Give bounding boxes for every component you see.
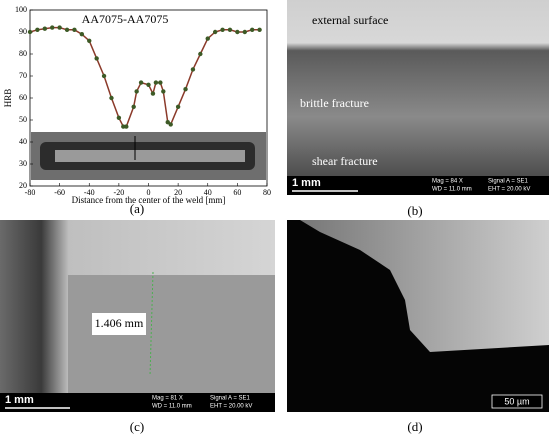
data-point (190, 67, 196, 72)
data-point (198, 51, 203, 57)
data-point (153, 80, 159, 85)
y-axis-label: HRB (3, 89, 13, 108)
data-point (131, 104, 136, 110)
data-point (146, 82, 151, 88)
data-point (101, 73, 107, 79)
data-point (116, 115, 122, 121)
panel-label: (b) (407, 203, 422, 218)
data-point (257, 27, 262, 32)
info: Mag = 84 X (432, 179, 463, 185)
data-point (79, 32, 85, 37)
x-tick-label: -80 (25, 188, 36, 197)
data-point (205, 36, 210, 41)
scale-label: 50 µm (504, 396, 529, 406)
annotation: 1.406 mm (95, 316, 144, 330)
data-point (183, 87, 188, 92)
y-tick-label: 20 (19, 181, 27, 190)
y-tick-label: 100 (15, 5, 27, 14)
info: WD = 11.0 mm (432, 187, 472, 193)
y-tick-label: 50 (19, 115, 27, 124)
data-point (35, 27, 40, 32)
x-axis-label: Distance from the center of the weld [mm… (72, 195, 226, 205)
info: EHT = 20.00 kV (488, 187, 530, 193)
data-point (150, 91, 156, 96)
measure-line (149, 271, 154, 377)
data-point (220, 27, 225, 32)
data-point (161, 89, 166, 94)
data-point (27, 29, 33, 35)
x-tick-label: 60 (233, 188, 241, 197)
data-point (72, 27, 77, 32)
panel-label: (a) (130, 201, 144, 216)
scale-box (491, 394, 543, 409)
data-point (94, 56, 99, 61)
y-tick-label: 40 (19, 137, 27, 146)
data-point (109, 95, 114, 101)
x-tick-label: 20 (174, 188, 182, 197)
data-point (158, 80, 163, 85)
data-point (64, 27, 70, 32)
chart-title: AA7075-AA7075 (82, 12, 169, 26)
info: Signal A = SE1 (210, 396, 251, 402)
line-plot: 20 30 40 50 60 70 80 90 100 -80 -60 -40 -20 0 20 40 60 80… (3, 5, 271, 205)
data-point (242, 29, 247, 35)
micrograph-b (287, 0, 549, 195)
annotation: brittle fracture (300, 96, 369, 110)
x-tick-label: 0 (147, 188, 151, 197)
data-point (212, 29, 218, 35)
data-point (42, 26, 48, 31)
data-point (57, 25, 62, 30)
y-tick-label: 90 (19, 27, 27, 36)
y-tick-label: 70 (19, 71, 27, 80)
info: EHT = 20.00 kV (210, 404, 252, 410)
x-tick-label: 40 (204, 188, 212, 197)
x-tick-label: -60 (54, 188, 65, 197)
data-point (134, 89, 139, 94)
x-tick-label: 80 (263, 188, 271, 197)
panel-label: (d) (407, 419, 422, 434)
panel-label: (c) (130, 419, 144, 434)
data-point (87, 38, 92, 43)
y-tick-label: 60 (19, 93, 27, 102)
y-tick-label: 80 (19, 49, 27, 58)
data-point (249, 27, 255, 32)
data-point (235, 29, 240, 35)
data-point (50, 25, 55, 30)
annotation: external surface (312, 13, 388, 27)
scale-label: 1 mm (5, 394, 34, 406)
y-tick-label: 30 (19, 159, 27, 168)
data-point (168, 122, 173, 127)
data-point (124, 124, 129, 129)
info: Signal A = SE1 (488, 179, 529, 185)
annotation: shear fracture (312, 154, 378, 168)
specimen-region (300, 220, 549, 352)
x-tick-label: -40 (84, 188, 95, 197)
data-point (138, 80, 144, 85)
data-point (175, 104, 181, 110)
info: WD = 11.0 mm (152, 404, 192, 410)
info: Mag = 81 X (152, 396, 183, 402)
weld-photo-bar (55, 150, 245, 162)
annotation-box (92, 313, 146, 335)
scale-label: 1 mm (292, 177, 321, 189)
data-point (227, 27, 233, 32)
x-tick-label: -20 (114, 188, 125, 197)
